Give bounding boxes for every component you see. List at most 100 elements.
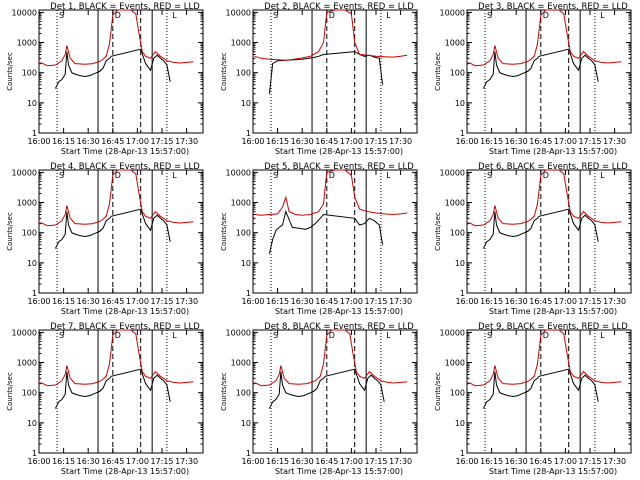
y-tick-label: 100 [22,69,37,78]
lld-series-line [468,329,622,387]
lld-series-line [254,329,408,387]
events-series-line [54,368,171,409]
lld-series-line [468,169,622,227]
y-tick-label: 1000 [445,39,465,48]
y-axis-label: Counts/sec [434,212,442,251]
x-tick-label: 16:30 [505,297,528,306]
y-tick-label: 1 [32,449,37,458]
marker-label: D [329,11,335,20]
y-tick-label: 10000 [226,328,251,337]
marker-label: S [487,171,492,180]
chart-title: Det 8, BLACK = Events, RED = LLD [264,322,414,332]
y-axis-label: Counts/sec [6,52,14,91]
events-series-line [482,368,599,409]
events-series-line [268,368,385,409]
x-tick-label: 16:15 [480,297,503,306]
x-tick-label: 17:00 [554,457,577,466]
x-tick-label: 16:45 [529,137,552,146]
x-tick-label: 17:30 [175,457,198,466]
chart-panel: 1 10 100 1000 10000 16:00 16:15 16:30 16:45 17:00… [434,322,632,476]
x-tick-label: 16:45 [315,137,338,146]
chart-title: Det 1, BLACK = Events, RED = LLD [50,2,200,12]
marker-label: S [59,171,64,180]
x-tick-label: 16:00 [241,297,264,306]
x-tick-label: 17:15 [578,457,601,466]
marker-label: S [59,331,64,340]
y-tick-label: 1 [246,449,251,458]
marker-label: D [543,331,549,340]
plot-frame [252,329,418,454]
chart-title: Det 2, BLACK = Events, RED = LLD [264,2,414,12]
marker-label: D [329,171,335,180]
chart-panel: 1 10 100 1000 10000 16:00 16:15 16:30 16:45 17:00… [6,322,204,476]
y-tick-label: 10000 [12,328,37,337]
y-tick-label: 1000 [445,359,465,368]
x-axis-label: Start Time (28-Apr-13 15:57:00) [489,307,617,316]
x-tick-label: 16:15 [52,297,75,306]
x-tick-label: 17:30 [603,137,626,146]
x-tick-label: 16:30 [291,137,314,146]
chart-title: Det 3, BLACK = Events, RED = LLD [478,2,628,12]
marker-label: L [172,171,177,180]
x-tick-label: 16:30 [291,297,314,306]
y-tick-label: 1000 [17,359,37,368]
x-tick-label: 16:15 [480,137,503,146]
marker-label: L [172,11,177,20]
x-tick-label: 16:00 [27,457,50,466]
marker-label: D [543,171,549,180]
x-tick-label: 17:15 [150,297,173,306]
y-tick-label: 10 [455,99,465,108]
x-tick-label: 17:15 [150,137,173,146]
y-axis-label: Counts/sec [434,52,442,91]
x-tick-label: 17:00 [554,297,577,306]
y-tick-label: 10000 [440,168,465,177]
y-tick-label: 1000 [231,359,251,368]
x-tick-label: 17:00 [340,137,363,146]
x-axis-label: Start Time (28-Apr-13 15:57:00) [489,147,617,156]
x-axis-label: Start Time (28-Apr-13 15:57:00) [489,467,617,476]
y-tick-label: 1 [32,129,37,138]
x-tick-label: 17:15 [150,457,173,466]
x-tick-label: 16:00 [455,297,478,306]
plot-frame [466,9,632,134]
x-tick-label: 16:45 [101,457,124,466]
y-tick-label: 10000 [12,8,37,17]
y-tick-label: 10000 [440,328,465,337]
marker-label: S [487,11,492,20]
y-tick-label: 10 [27,259,37,268]
x-axis-label: Start Time (28-Apr-13 15:57:00) [61,467,189,476]
x-tick-label: 17:00 [126,457,149,466]
x-tick-label: 16:00 [455,457,478,466]
plot-frame [38,169,204,294]
x-tick-label: 16:30 [291,457,314,466]
x-tick-label: 16:45 [315,297,338,306]
y-axis-label: Counts/sec [220,372,228,411]
marker-label: S [273,171,278,180]
x-tick-label: 17:30 [389,297,412,306]
x-tick-label: 16:45 [101,297,124,306]
x-tick-label: 16:15 [480,457,503,466]
y-tick-label: 10000 [226,8,251,17]
y-axis-label: Counts/sec [6,212,14,251]
y-tick-label: 10 [241,419,251,428]
y-tick-label: 1 [246,129,251,138]
y-tick-label: 1 [32,289,37,298]
chart-title: Det 4, BLACK = Events, RED = LLD [50,162,200,172]
plot-frame [38,329,204,454]
chart-title: Det 6, BLACK = Events, RED = LLD [478,162,628,172]
y-tick-label: 100 [450,229,465,238]
y-tick-label: 10 [27,419,37,428]
y-tick-label: 1 [246,289,251,298]
marker-label: S [273,11,278,20]
lld-series-line [40,329,194,387]
y-axis-label: Counts/sec [220,52,228,91]
x-tick-label: 17:00 [554,137,577,146]
marker-label: S [487,331,492,340]
x-tick-label: 16:45 [315,457,338,466]
x-tick-label: 16:15 [52,457,75,466]
x-tick-label: 16:30 [77,297,100,306]
marker-label: D [115,171,121,180]
events-series-line [268,51,384,94]
x-tick-label: 17:30 [603,457,626,466]
y-tick-label: 10 [241,99,251,108]
